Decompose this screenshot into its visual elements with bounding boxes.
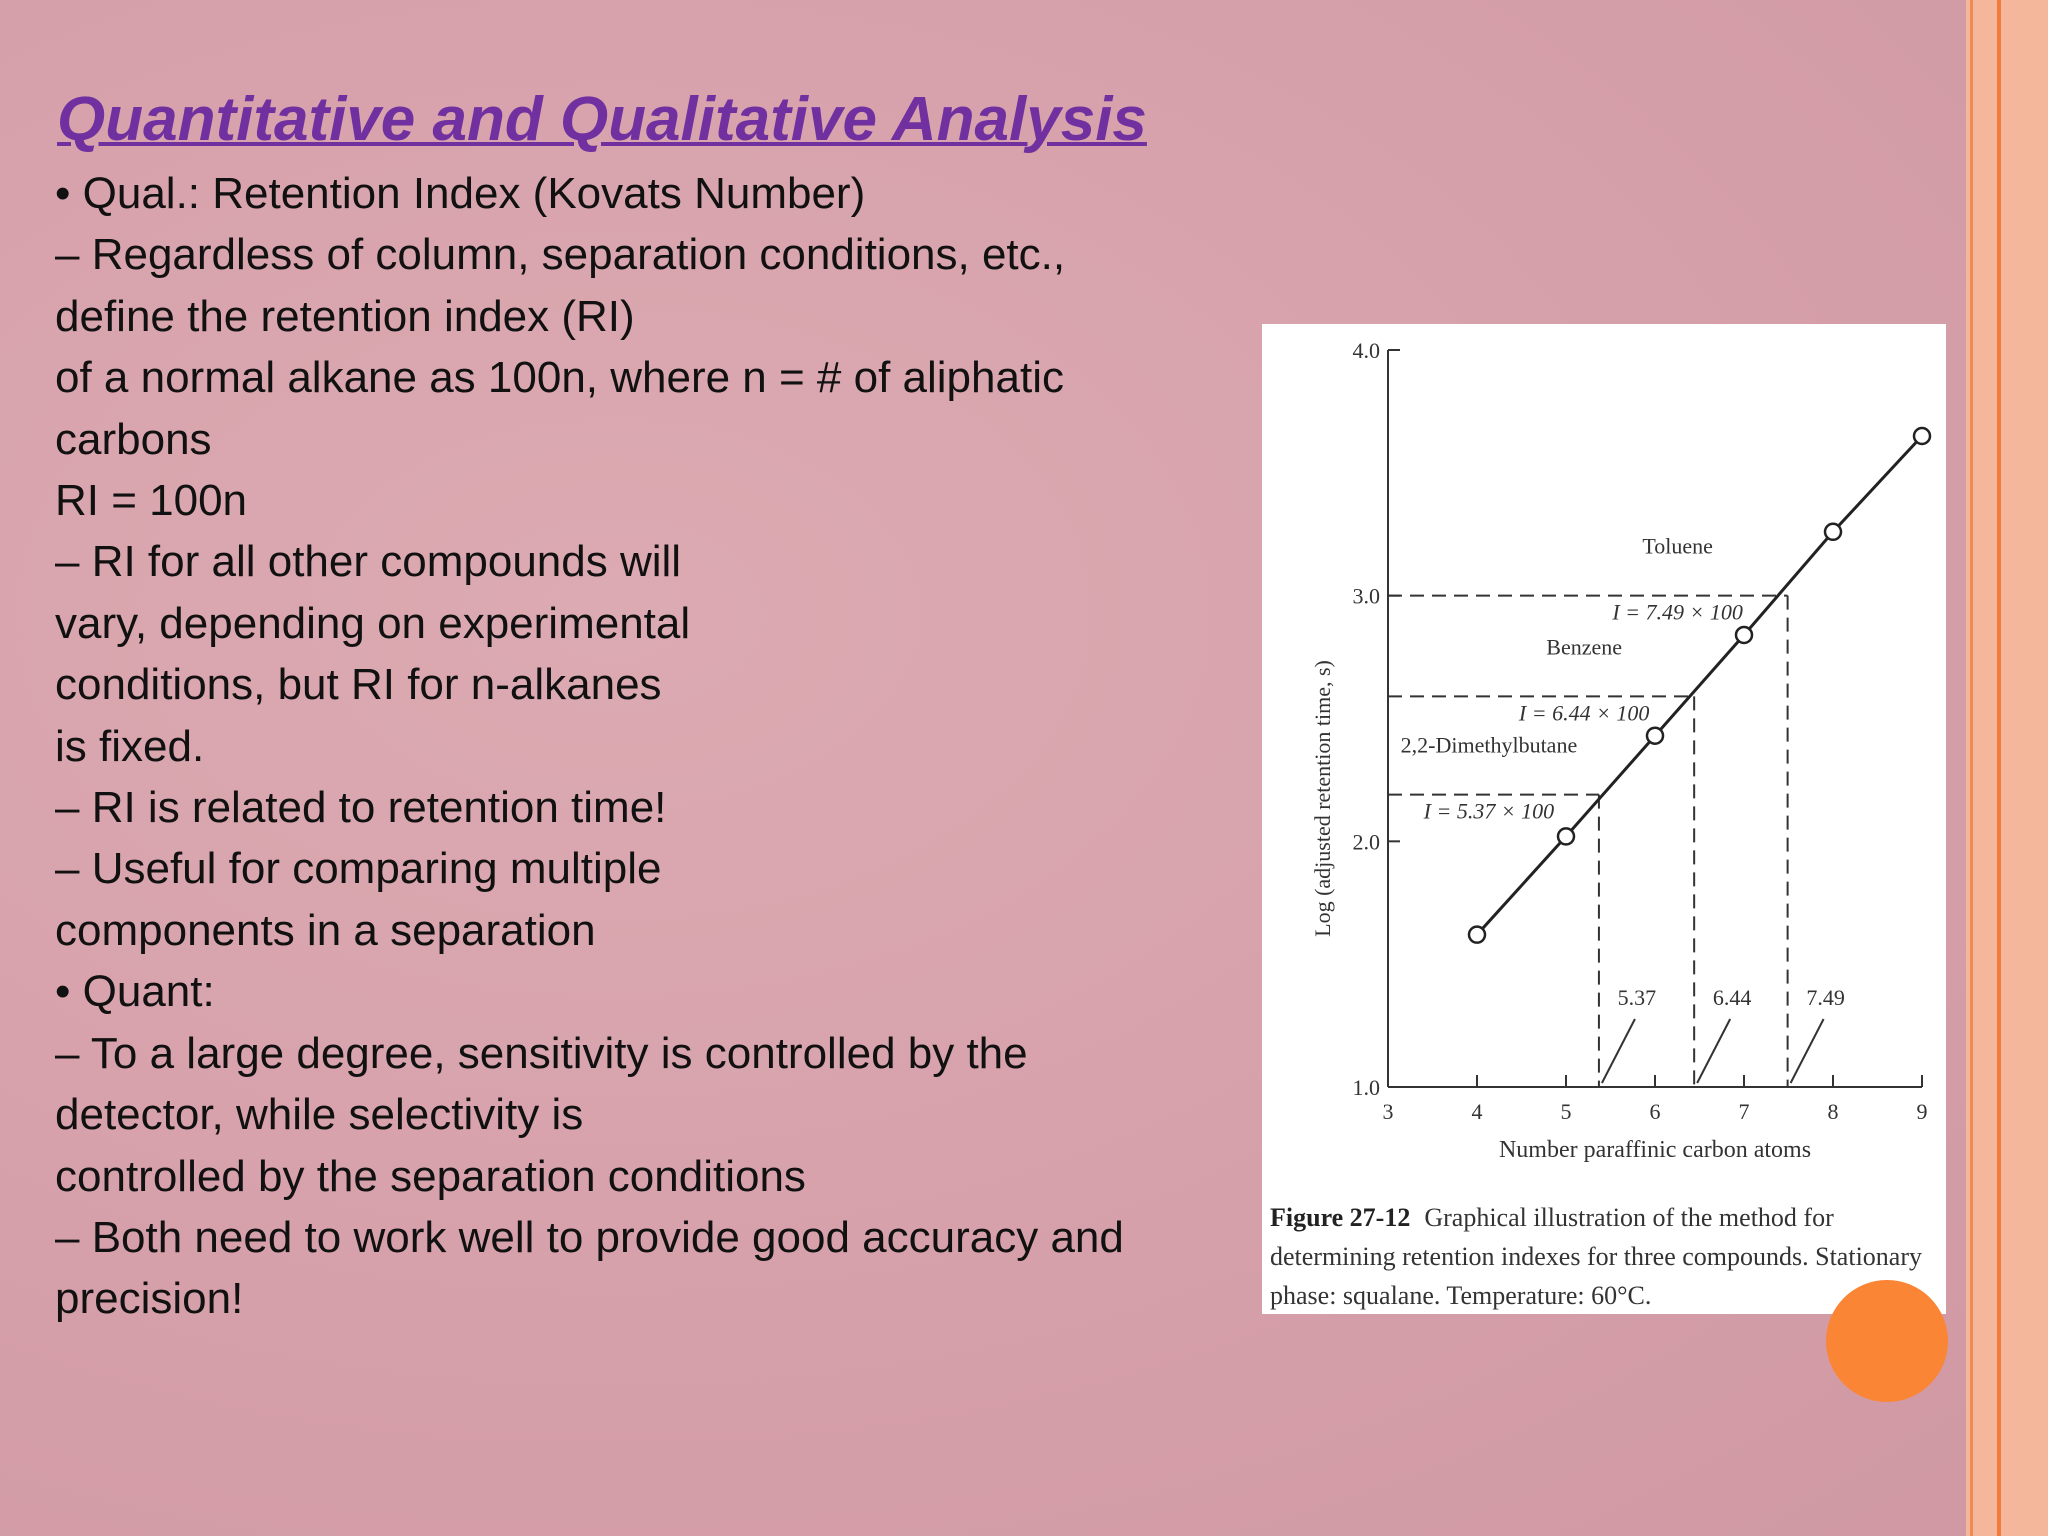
body-line: of a normal alkane as 100n, where n = # …	[55, 353, 1064, 403]
body-line: – RI is related to retention time!	[55, 783, 667, 833]
annotation-name: 2,2-Dimethylbutane	[1401, 733, 1578, 758]
annotation-value: 5.37	[1618, 985, 1657, 1010]
annotation-arrow	[1789, 1018, 1825, 1084]
decor-stripe	[1966, 0, 2048, 1536]
figure-label: Figure 27-12	[1270, 1203, 1411, 1232]
body-line: carbons	[55, 414, 212, 464]
data-point	[1823, 522, 1843, 542]
data-point	[1645, 726, 1665, 745]
x-axis-label: Number paraffinic carbon atoms	[1499, 1137, 1811, 1163]
data-point	[1467, 925, 1487, 944]
x-tick-label: 4	[1472, 1099, 1483, 1124]
body-line: components in a separation	[55, 905, 596, 955]
body-line: controlled by the separation conditions	[55, 1151, 806, 1201]
x-tick-label: 9	[1917, 1099, 1928, 1124]
body-line: detector, while selectivity is	[55, 1090, 584, 1140]
figure-caption: Figure 27-12 Graphical illustration of th…	[1270, 1198, 1938, 1315]
body-line: RI = 100n	[55, 476, 248, 526]
body-line: vary, depending on experimental	[55, 598, 691, 648]
body-line: – To a large degree, sensitivity is cont…	[55, 1028, 1028, 1078]
annotation-formula: I = 7.49 × 100	[1611, 600, 1743, 625]
annotation-formula: I = 5.37 × 100	[1423, 799, 1555, 824]
y-tick-label: 4.0	[1353, 338, 1381, 363]
slide-body: • Qual.: Retention Index (Kovats Number)…	[55, 163, 1124, 1330]
body-line: is fixed.	[55, 721, 205, 771]
x-tick-label: 5	[1561, 1099, 1572, 1124]
body-line: – Both need to work well to provide good…	[55, 1212, 1124, 1262]
body-line: • Quant:	[55, 967, 215, 1017]
y-tick-label: 3.0	[1353, 584, 1381, 609]
annotation-arrow	[1601, 1018, 1636, 1084]
body-line: define the retention index (RI)	[55, 291, 635, 341]
y-axis-label: Log (adjusted retention time, s)	[1310, 660, 1335, 937]
y-tick-label: 1.0	[1353, 1075, 1381, 1100]
annotation-arrow	[1696, 1018, 1732, 1084]
body-line: • Qual.: Retention Index (Kovats Number)	[55, 169, 866, 218]
y-tick-label: 2.0	[1353, 829, 1381, 854]
x-tick-label: 6	[1650, 1099, 1661, 1124]
data-line	[1475, 434, 1924, 936]
decor-line	[1997, 0, 2001, 1536]
x-tick-label: 8	[1828, 1099, 1839, 1124]
body-line: conditions, but RI for n-alkanes	[55, 660, 662, 710]
data-point	[1556, 827, 1576, 846]
caption-text: Graphical illustration of the method for…	[1270, 1203, 1922, 1310]
data-point	[1734, 625, 1754, 645]
data-point	[1912, 426, 1932, 446]
annotation-formula: I = 6.44 × 100	[1518, 700, 1650, 725]
annotation-value: 6.44	[1713, 985, 1752, 1010]
decor-circle	[1826, 1280, 1948, 1402]
figure-panel	[1262, 324, 1946, 1314]
body-line: precision!	[55, 1274, 244, 1324]
body-line: – Useful for comparing multiple	[55, 844, 662, 894]
decor-line	[1970, 0, 1973, 1536]
annotation-value: 7.49	[1806, 985, 1845, 1010]
x-tick-label: 3	[1383, 1099, 1394, 1124]
x-tick-label: 7	[1739, 1099, 1750, 1124]
annotation-name: Toluene	[1642, 534, 1713, 559]
slide-title: Quantitative and Qualitative Analysis	[57, 85, 1147, 154]
body-line: – RI for all other compounds will	[55, 537, 682, 587]
annotation-name: Benzene	[1546, 634, 1622, 659]
body-line: – Regardless of column, separation condi…	[55, 230, 1066, 280]
